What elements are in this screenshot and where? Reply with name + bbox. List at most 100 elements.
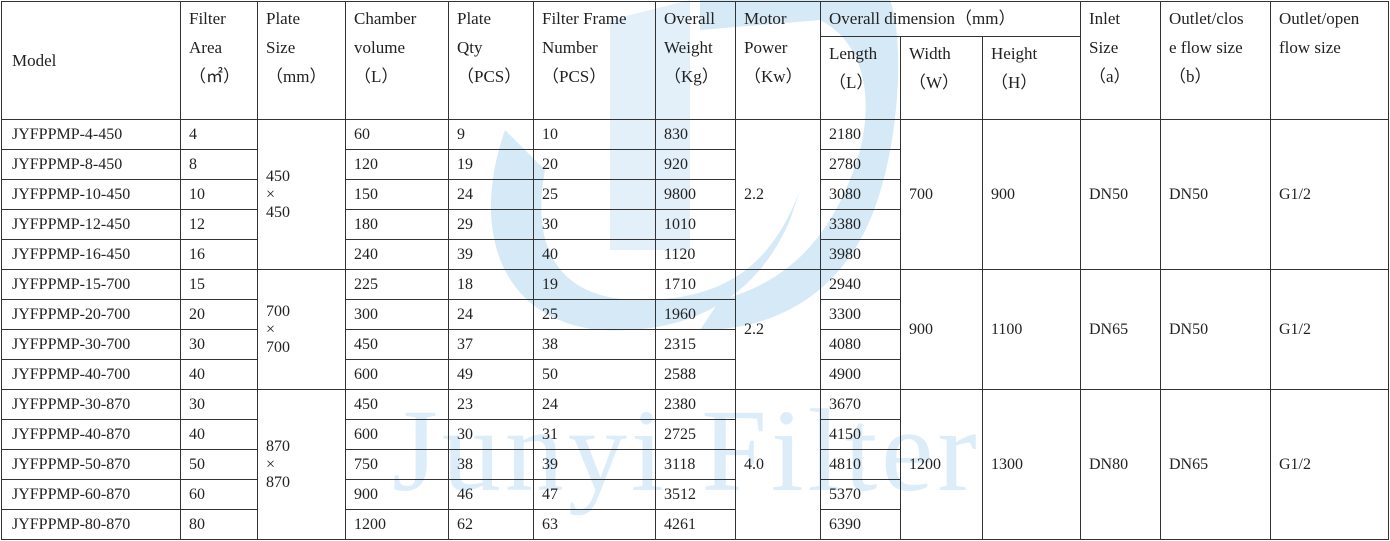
data-cell: 4: [180, 119, 258, 150]
data-cell: 12: [180, 209, 258, 240]
header-cell: Plate Qty （PCS）: [448, 1, 534, 120]
data-cell: 600: [345, 359, 449, 390]
header-cell-line: Chamber: [354, 9, 417, 28]
header-cell-line: （L）: [354, 67, 399, 86]
merged-cell: 700: [900, 119, 983, 270]
data-cell: JYFPPMP-10-450: [1, 179, 181, 210]
header-cell-line: Filter Frame: [542, 9, 627, 28]
merged-cell: DN65: [1080, 269, 1161, 390]
data-cell: 450: [345, 329, 449, 360]
merged-cell: 450 × 450: [257, 119, 346, 270]
header-cell-line: e flow size: [1169, 38, 1243, 57]
data-cell: 4900: [820, 359, 901, 390]
header-cell-line: Overall: [664, 9, 715, 28]
data-cell: 20: [533, 149, 656, 180]
data-cell: 24: [448, 179, 534, 210]
data-cell: JYFPPMP-15-700: [1, 269, 181, 300]
header-cell-line: （PCS）: [542, 67, 607, 86]
data-cell: 40: [180, 419, 258, 450]
data-cell: 3080: [820, 179, 901, 210]
data-cell: JYFPPMP-30-700: [1, 329, 181, 360]
data-row: JYFPPMP-8-450 8 120 19 20 920 2780: [1, 149, 1389, 180]
data-cell: JYFPPMP-30-870: [1, 389, 181, 420]
data-cell: 5370: [820, 479, 901, 510]
data-cell: 3300: [820, 299, 901, 330]
data-cell: JYFPPMP-60-870: [1, 479, 181, 510]
data-cell: 25: [533, 299, 656, 330]
data-cell: 2780: [820, 149, 901, 180]
merged-cell: 1200: [900, 389, 983, 540]
data-cell: 60: [180, 479, 258, 510]
header-cell: Inlet Size （a）: [1080, 1, 1161, 120]
header-cell-line: Area: [189, 38, 223, 57]
header-cell-line: Motor: [744, 9, 787, 28]
merged-cell: G1/2: [1270, 119, 1389, 270]
data-cell: 2940: [820, 269, 901, 300]
data-cell: 16: [180, 239, 258, 270]
merged-cell-line: ×: [266, 455, 276, 473]
data-cell: 300: [345, 299, 449, 330]
header-cell-line: Length: [829, 44, 878, 63]
data-cell: 600: [345, 419, 449, 450]
data-cell: 40: [533, 239, 656, 270]
data-cell: 900: [345, 479, 449, 510]
data-cell: 31: [533, 419, 656, 450]
data-cell: 450: [345, 389, 449, 420]
merged-cell: DN50: [1160, 269, 1271, 390]
data-cell: 24: [448, 299, 534, 330]
header-cell-line: Power: [744, 38, 788, 57]
data-cell: JYFPPMP-8-450: [1, 149, 181, 180]
data-cell: 38: [448, 449, 534, 480]
header-cell: Motor Power （Kw）: [735, 1, 821, 120]
data-cell: 19: [448, 149, 534, 180]
header-cell-line: Outlet/open: [1279, 9, 1360, 28]
data-row: JYFPPMP-60-870 60 900 46 47 3512 5370: [1, 479, 1389, 510]
merged-cell-line: ×: [266, 185, 276, 203]
data-cell: 3118: [655, 449, 736, 480]
header-cell-line: （PCS）: [457, 67, 522, 86]
merged-cell: 2.2: [735, 269, 821, 390]
header-cell: Model: [1, 1, 181, 120]
data-cell: 9: [448, 119, 534, 150]
data-cell: 23: [448, 389, 534, 420]
header-cell-line: Qty: [457, 38, 483, 57]
data-cell: 30: [180, 329, 258, 360]
data-cell: JYFPPMP-16-450: [1, 239, 181, 270]
header-cell: Length （L）: [820, 36, 901, 120]
merged-cell: DN50: [1080, 119, 1161, 270]
data-cell: 4150: [820, 419, 901, 450]
header-cell-line: Size: [1089, 38, 1119, 57]
data-cell: 20: [180, 299, 258, 330]
header-cell-line: Height: [991, 44, 1038, 63]
data-cell: 1120: [655, 239, 736, 270]
merged-cell-line: 700: [266, 302, 290, 320]
header-cell-line: flow size: [1279, 38, 1341, 57]
header-cell-line: （Kg）: [664, 67, 719, 86]
data-cell: 37: [448, 329, 534, 360]
header-cell-line: Filter: [189, 9, 226, 28]
data-cell: 240: [345, 239, 449, 270]
data-cell: 80: [180, 509, 258, 540]
data-cell: 63: [533, 509, 656, 540]
data-cell: 4080: [820, 329, 901, 360]
header-cell-line: （a）: [1089, 67, 1131, 86]
header-row: Model Filter Area （㎡） Plate Size （mm） Chamber vo…: [1, 1, 1389, 120]
data-cell: 920: [655, 149, 736, 180]
data-cell: 2315: [655, 329, 736, 360]
data-row: JYFPPMP-12-450 12 180 29 30 1010 3380: [1, 209, 1389, 240]
merged-cell-line: 870: [266, 473, 290, 491]
data-cell: JYFPPMP-40-870: [1, 419, 181, 450]
merged-cell: 700 × 700: [257, 269, 346, 390]
data-cell: 4261: [655, 509, 736, 540]
header-cell: Overall Weight （Kg）: [655, 1, 736, 120]
data-cell: 2588: [655, 359, 736, 390]
merged-cell: 4.0: [735, 389, 821, 540]
data-cell: 25: [533, 179, 656, 210]
merged-cell: G1/2: [1270, 389, 1389, 540]
header-cell: Chamber volume （L）: [345, 1, 449, 120]
header-cell-line: Inlet: [1089, 9, 1121, 28]
data-cell: 30: [448, 419, 534, 450]
data-row: JYFPPMP-4-450 4 450 × 450 60 9 10 830 2.2 2180 700 9…: [1, 119, 1389, 270]
